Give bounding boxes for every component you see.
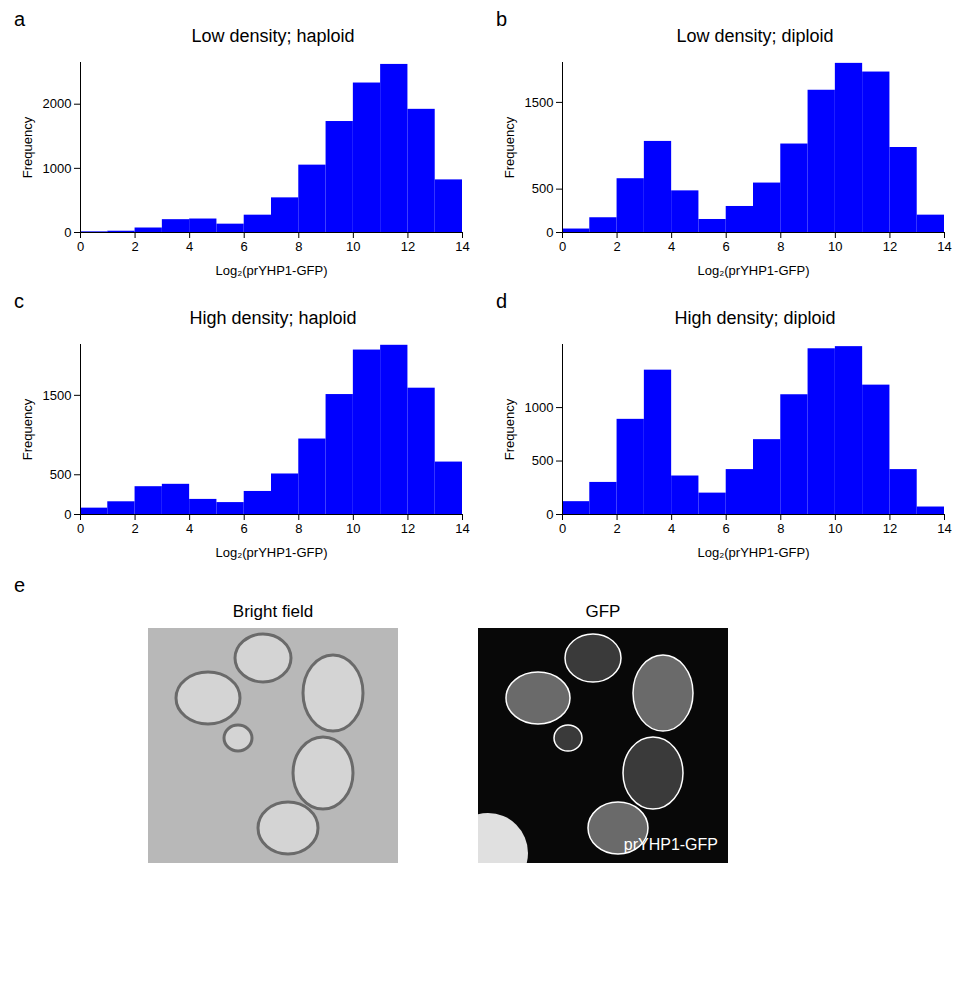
svg-text:14: 14 <box>937 521 951 536</box>
svg-text:1500: 1500 <box>43 388 72 403</box>
svg-text:Frequency: Frequency <box>502 116 517 178</box>
svg-text:Frequency: Frequency <box>502 398 517 460</box>
svg-text:12: 12 <box>883 521 897 536</box>
svg-text:4: 4 <box>186 239 193 254</box>
html-text:Bright field: Bright field <box>232 602 314 621</box>
svg-text:1500: 1500 <box>525 95 554 110</box>
svg-text:8: 8 <box>295 521 302 536</box>
svg-text:2: 2 <box>613 521 620 536</box>
svg-text:4: 4 <box>668 521 675 536</box>
svg-text:500: 500 <box>532 453 554 468</box>
svg-text:12: 12 <box>401 521 415 536</box>
svg-text:12: 12 <box>401 239 415 254</box>
svg-text:0: 0 <box>559 239 566 254</box>
svg-text:4: 4 <box>668 239 675 254</box>
html-text:High density; haploid: High density; haploid <box>189 308 357 328</box>
svg-text:1000: 1000 <box>43 161 72 176</box>
svg-text:0: 0 <box>77 239 84 254</box>
svg-text:500: 500 <box>532 181 554 196</box>
svg-text:4: 4 <box>186 521 193 536</box>
svg-text:10: 10 <box>828 521 842 536</box>
svg-text:Log₂(prYHP1-GFP): Log₂(prYHP1-GFP) <box>698 263 810 278</box>
svg-text:500: 500 <box>50 467 72 482</box>
svg-text:14: 14 <box>937 239 951 254</box>
svg-text:2: 2 <box>613 239 620 254</box>
svg-text:12: 12 <box>883 239 897 254</box>
svg-text:2: 2 <box>131 239 138 254</box>
svg-text:0: 0 <box>77 521 84 536</box>
svg-text:8: 8 <box>295 239 302 254</box>
svg-text:6: 6 <box>723 521 730 536</box>
html-text:e: e <box>14 574 26 596</box>
svg-text:Frequency: Frequency <box>20 398 35 460</box>
html-text:b: b <box>496 8 508 30</box>
svg-text:2000: 2000 <box>43 96 72 111</box>
svg-text:prYHP1-GFP: prYHP1-GFP <box>624 836 718 853</box>
svg-text:10: 10 <box>828 239 842 254</box>
svg-text:14: 14 <box>455 521 469 536</box>
html-text:d: d <box>496 290 508 312</box>
svg-text:Frequency: Frequency <box>20 116 35 178</box>
svg-text:1000: 1000 <box>525 400 554 415</box>
svg-text:Log₂(prYHP1-GFP): Log₂(prYHP1-GFP) <box>698 545 810 560</box>
svg-text:0: 0 <box>546 507 553 522</box>
svg-text:Log₂(prYHP1-GFP): Log₂(prYHP1-GFP) <box>216 263 328 278</box>
html-text:c: c <box>14 290 24 312</box>
svg-text:Log₂(prYHP1-GFP): Log₂(prYHP1-GFP) <box>216 545 328 560</box>
svg-text:6: 6 <box>241 239 248 254</box>
svg-text:14: 14 <box>455 239 469 254</box>
svg-text:6: 6 <box>241 521 248 536</box>
svg-text:8: 8 <box>777 521 784 536</box>
html-text:GFP: GFP <box>585 602 621 621</box>
svg-text:0: 0 <box>64 225 71 240</box>
svg-text:8: 8 <box>777 239 784 254</box>
svg-text:2: 2 <box>131 521 138 536</box>
svg-text:10: 10 <box>346 239 360 254</box>
html-text:a: a <box>14 8 26 30</box>
html-text:High density; diploid: High density; diploid <box>674 308 836 328</box>
html-text:Low density; haploid: Low density; haploid <box>191 26 355 46</box>
svg-text:0: 0 <box>546 225 553 240</box>
svg-text:0: 0 <box>64 507 71 522</box>
html-text:Low density; diploid: Low density; diploid <box>676 26 834 46</box>
svg-text:0: 0 <box>559 521 566 536</box>
svg-text:6: 6 <box>723 239 730 254</box>
svg-text:10: 10 <box>346 521 360 536</box>
